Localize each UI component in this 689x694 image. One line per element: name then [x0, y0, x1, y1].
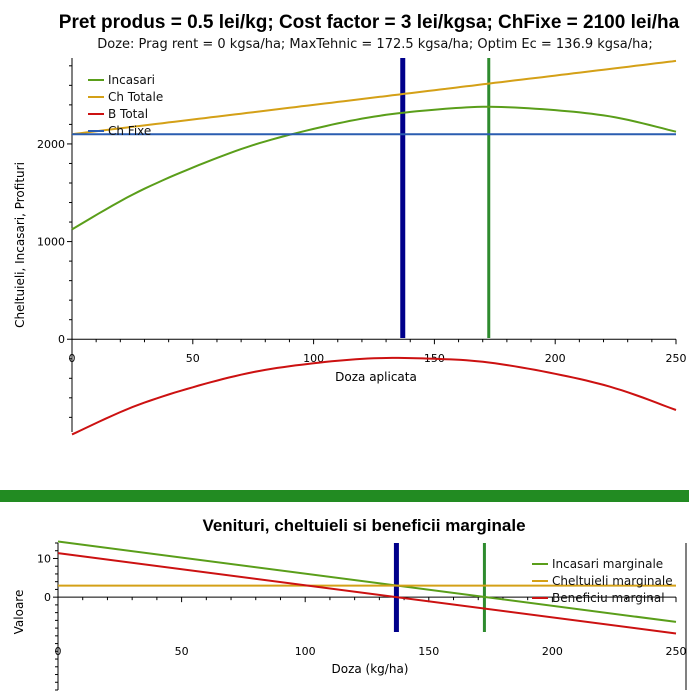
chart1-y-tick-label: 0 — [58, 333, 65, 346]
chart2-x-tick-label: 150 — [418, 645, 439, 658]
section-separator — [0, 490, 689, 502]
chart2-y-tick-label: 0 — [44, 591, 51, 604]
chart1-legend-label: B Total — [108, 107, 148, 121]
chart1-series-b-total — [71, 356, 677, 436]
chart1-x-tick-label: 250 — [666, 352, 687, 365]
chart2-x-tick-label: 250 — [666, 645, 687, 658]
chart2-series-beneficiu-marginal — [57, 552, 677, 635]
chart1-x-tick-label: 0 — [69, 352, 76, 365]
chart1-x-tick-label: 50 — [186, 352, 200, 365]
chart1-series-ch-totale — [71, 59, 677, 136]
chart1-ylabel: Cheltuieli, Incasari, Profituri — [13, 162, 27, 328]
chart2-y-tick-label: 10 — [37, 552, 51, 565]
chart1-series-incasari — [71, 105, 677, 231]
chart1-x-tick-label: 200 — [545, 352, 566, 365]
chart1-legend-label: Incasari — [108, 73, 155, 87]
chart2-series-incasari-marginale — [57, 540, 677, 623]
chart1-y-tick-label: 2000 — [37, 138, 65, 151]
chart2-x-tick-label: 200 — [542, 645, 563, 658]
chart2-legend-label: Beneficiu marginal — [552, 591, 665, 605]
chart2-x-tick-label: 0 — [55, 645, 62, 658]
chart1-subtitle: Doze: Prag rent = 0 kgsa/ha; MaxTehnic =… — [97, 37, 652, 52]
chart2-x-tick-label: 50 — [175, 645, 189, 658]
chart1-legend-label: Ch Totale — [108, 90, 163, 104]
chart2-legend-label: Cheltuieli marginale — [552, 574, 673, 588]
chart2-legend-label: Incasari marginale — [552, 557, 663, 571]
chart1-xlabel: Doza aplicata — [335, 370, 417, 384]
chart1-title: Pret produs = 0.5 lei/kg; Cost factor = … — [59, 12, 680, 33]
chart2-xlabel: Doza (kg/ha) — [332, 662, 409, 676]
chart1-legend-label: Ch Fixe — [108, 124, 151, 138]
chart1-y-tick-label: 1000 — [37, 236, 65, 249]
chart2-title: Venituri, cheltuieli si beneficii margin… — [202, 516, 525, 535]
chart2-ylabel: Valoare — [12, 590, 26, 635]
chart2-x-tick-label: 100 — [295, 645, 316, 658]
